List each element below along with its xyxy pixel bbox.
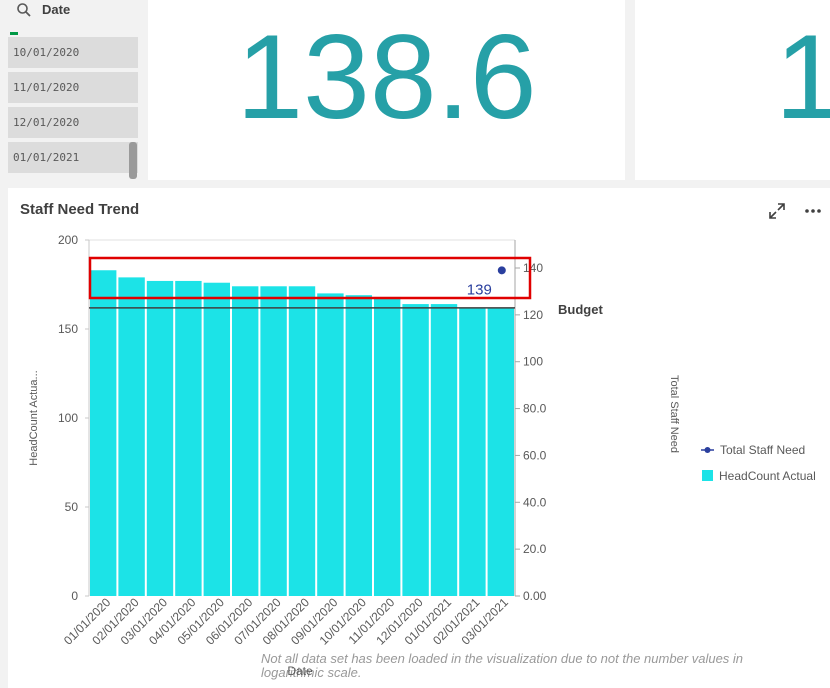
filter-item[interactable]: 01/01/2021 — [8, 142, 138, 175]
kpi-panel-2: 1 — [635, 0, 830, 180]
filter-scrollbar[interactable] — [129, 142, 137, 179]
filter-header[interactable]: Date — [0, 0, 142, 30]
expand-icon[interactable] — [768, 202, 786, 220]
chart-title: Staff Need Trend — [20, 201, 140, 218]
kpi-value: 138.6 — [236, 10, 537, 144]
filter-item[interactable]: 11/01/2020 — [8, 72, 138, 105]
date-filter-pane: Date 10/01/2020 11/01/2020 12/01/2020 01… — [0, 0, 142, 182]
filter-title: Date — [42, 2, 71, 17]
filter-item[interactable]: 12/01/2020 — [8, 107, 138, 140]
filter-list: 10/01/2020 11/01/2020 12/01/2020 01/01/2… — [8, 32, 138, 182]
more-options-icon[interactable] — [804, 208, 822, 214]
kpi-panel: 138.6 — [148, 0, 625, 180]
selection-indicator — [10, 32, 18, 35]
kpi-value-2: 1 — [775, 10, 830, 144]
chart-warning-note: Not all data set has been loaded in the … — [261, 651, 744, 680]
filter-item[interactable]: 10/01/2020 — [8, 37, 138, 70]
search-icon[interactable] — [16, 2, 32, 18]
chart-panel: Staff Need Trend Not all data set has be… — [8, 188, 830, 688]
